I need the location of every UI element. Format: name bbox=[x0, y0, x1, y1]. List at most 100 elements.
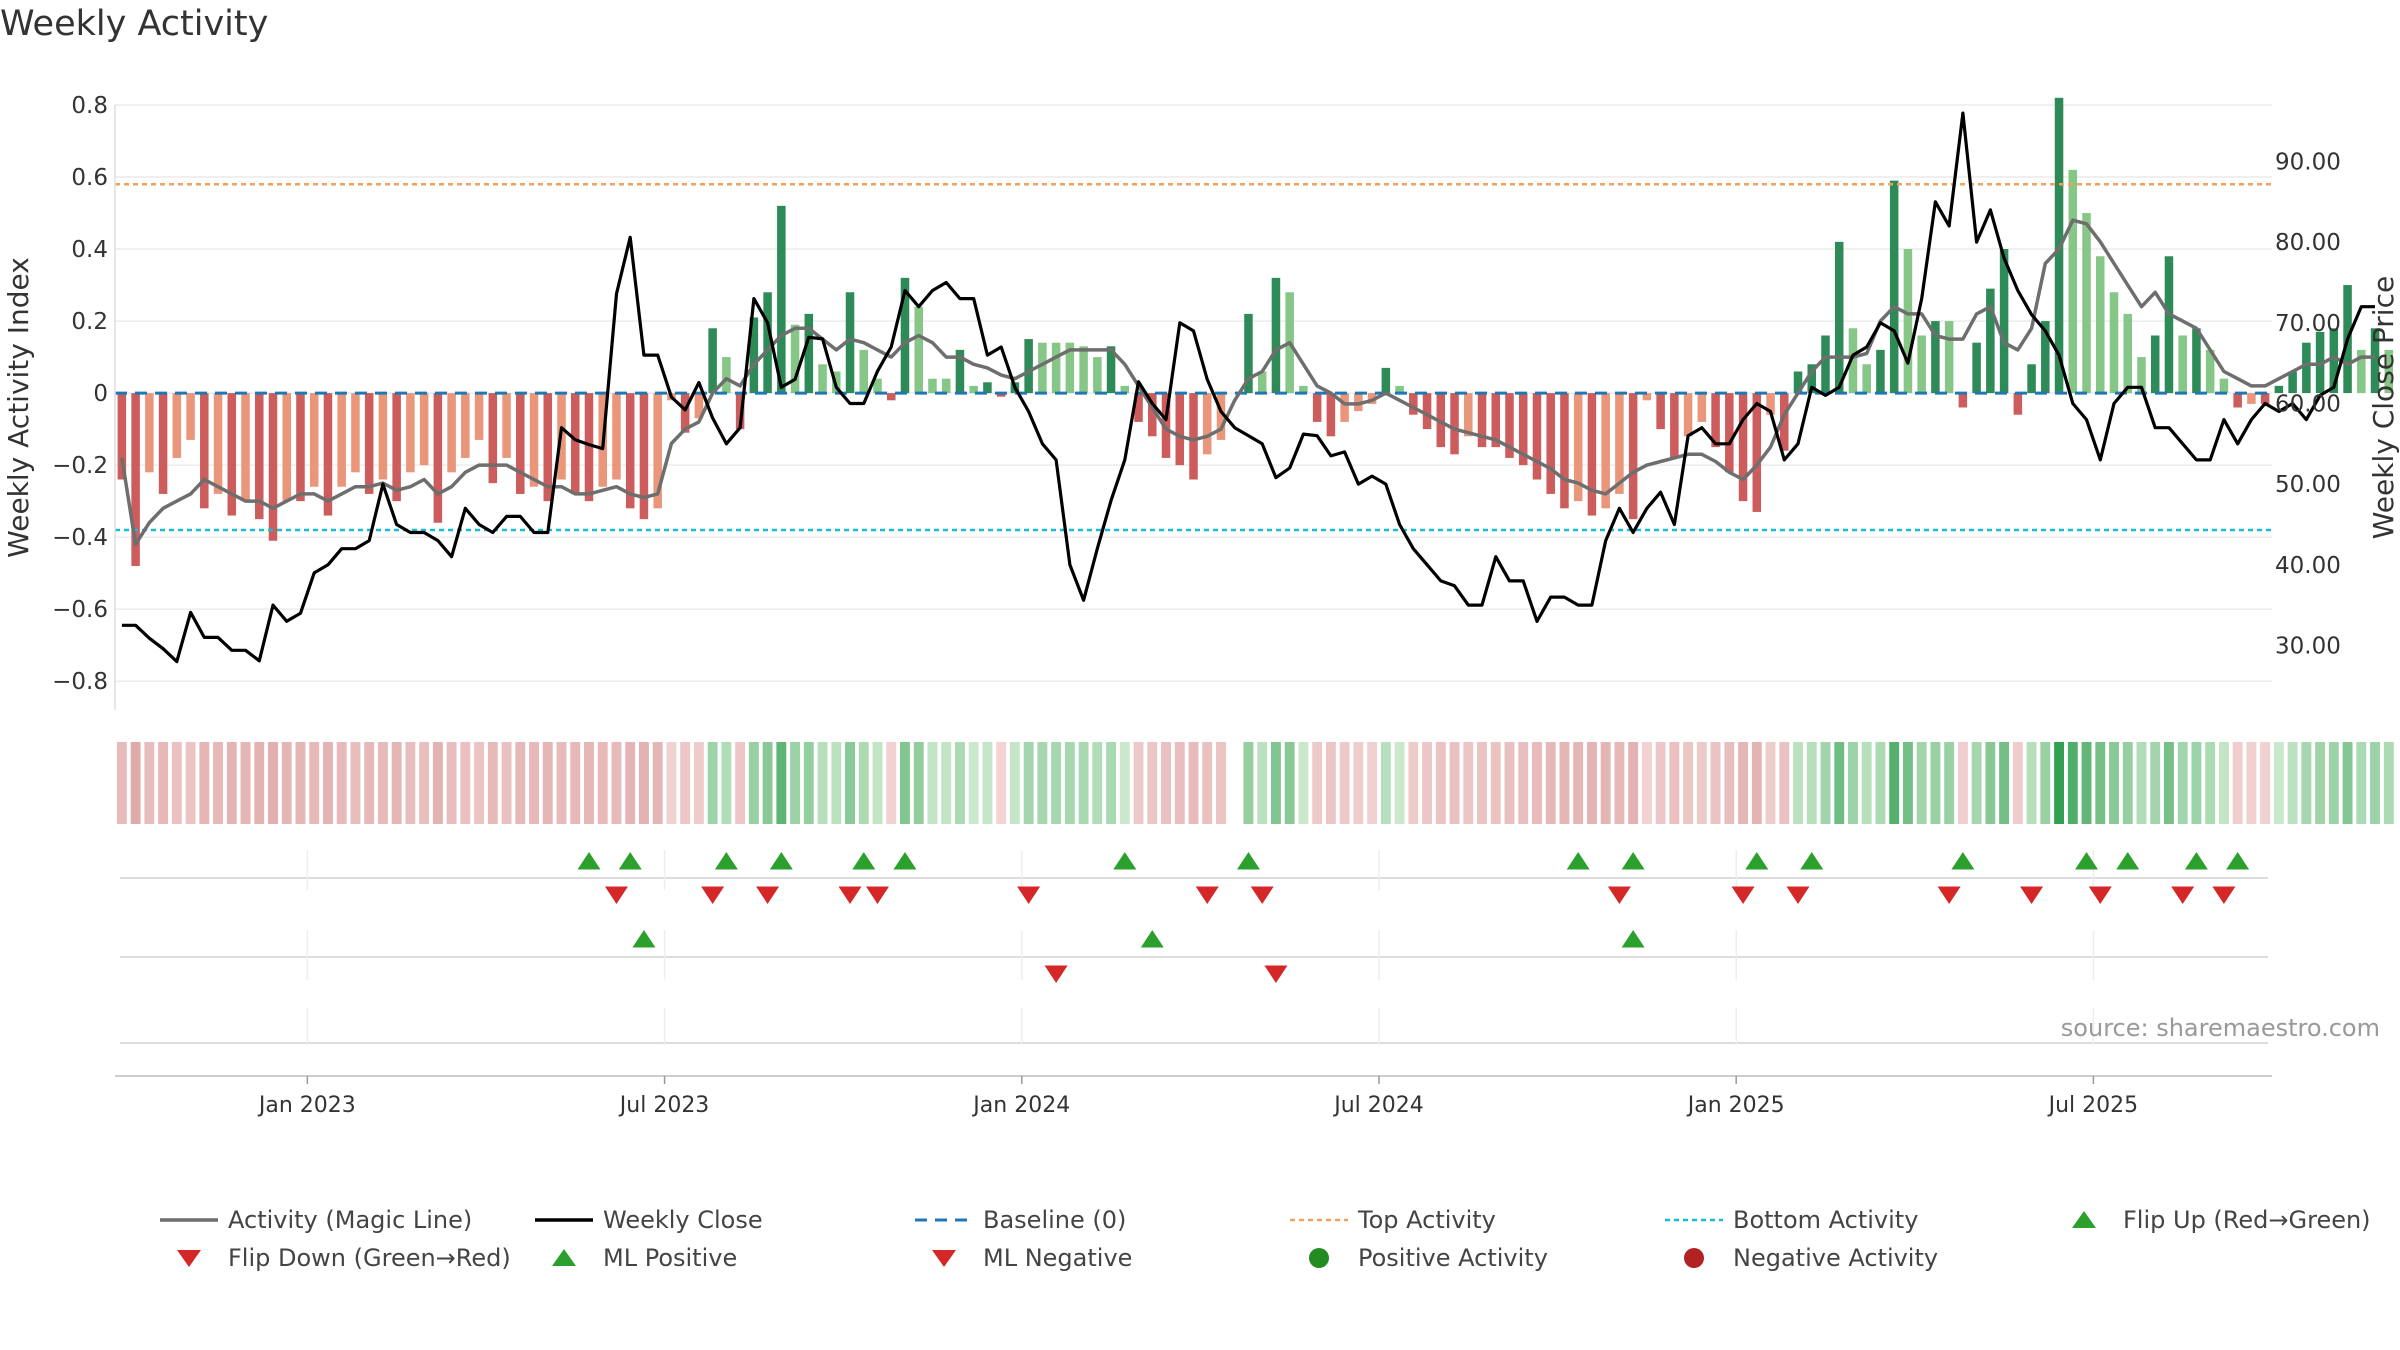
activity-bar bbox=[1560, 393, 1569, 509]
activity-bar bbox=[474, 393, 484, 440]
heat-cell bbox=[2301, 742, 2312, 824]
heat-cell bbox=[1641, 742, 1652, 824]
legend-label: ML Positive bbox=[603, 1244, 738, 1272]
activity-bar bbox=[983, 382, 992, 394]
activity-bar bbox=[1711, 393, 1720, 448]
heat-cell bbox=[776, 742, 787, 824]
heat-cell bbox=[1202, 742, 1213, 824]
heat-cell bbox=[584, 742, 594, 824]
legend-item-pospt: Positive Activity bbox=[1290, 1243, 1548, 1273]
activity-bar bbox=[406, 393, 415, 473]
activity-bar bbox=[1409, 393, 1418, 415]
activity-bar bbox=[1134, 393, 1143, 422]
activity-bar bbox=[1876, 349, 1885, 394]
activity-bars bbox=[117, 97, 2394, 566]
legend-item-magic: Activity (Magic Line) bbox=[160, 1205, 472, 1235]
magic-legend-swatch bbox=[160, 1218, 218, 1222]
flip-down-marker bbox=[1017, 886, 1041, 904]
activity-bar bbox=[2219, 378, 2229, 394]
activity-bar bbox=[2041, 321, 2050, 394]
pospt-legend-swatch bbox=[1309, 1248, 1329, 1268]
heat-cell bbox=[1394, 742, 1405, 824]
activity-bar bbox=[1120, 385, 1130, 394]
signal-markers bbox=[577, 852, 2250, 983]
flip-up-marker bbox=[852, 852, 876, 870]
heat-cell bbox=[2383, 742, 2394, 824]
x-tick-label: Jul 2025 bbox=[2047, 1093, 2139, 1118]
activity-bar bbox=[1148, 393, 1157, 437]
activity-bar bbox=[309, 393, 319, 487]
heat-cell bbox=[295, 742, 306, 824]
heat-cell bbox=[116, 742, 127, 824]
heat-cell bbox=[281, 742, 292, 824]
activity-bar bbox=[447, 393, 456, 473]
heat-cell bbox=[2040, 742, 2051, 824]
activity-bar bbox=[1862, 364, 1871, 394]
legend-item-mlneg: ML Negative bbox=[915, 1243, 1132, 1273]
y-tick-label: 0.6 bbox=[71, 165, 108, 191]
heat-cell bbox=[968, 742, 979, 824]
activity-bar bbox=[1093, 357, 1102, 394]
activity-bar bbox=[1780, 393, 1789, 451]
weekly-close-line bbox=[121, 111, 2375, 664]
activity-bar bbox=[818, 364, 827, 394]
heat-cell bbox=[2287, 742, 2298, 824]
activity-bar bbox=[1106, 346, 1116, 394]
heat-cell bbox=[1985, 742, 1996, 824]
legend-item-mlpos: ML Positive bbox=[535, 1243, 737, 1273]
legend-label: Top Activity bbox=[1358, 1206, 1496, 1234]
activity-bar bbox=[1024, 339, 1033, 394]
heat-cell bbox=[1339, 742, 1350, 824]
activity-bar bbox=[1381, 367, 1391, 394]
heat-cell bbox=[2273, 742, 2284, 824]
heat-cell bbox=[1944, 742, 1955, 824]
heat-cell bbox=[996, 742, 1007, 824]
x-tick-label: Jan 2024 bbox=[971, 1093, 1070, 1118]
activity-bar bbox=[1615, 393, 1624, 494]
activity-bar bbox=[2137, 357, 2146, 394]
heat-cell bbox=[1751, 742, 1762, 824]
heat-cell bbox=[1119, 742, 1130, 824]
heat-cell bbox=[721, 742, 732, 824]
heat-cell bbox=[872, 742, 883, 824]
heat-cell bbox=[1147, 742, 1158, 824]
heat-cell bbox=[1696, 742, 1707, 824]
activity-bar bbox=[2329, 328, 2339, 394]
activity-bar bbox=[2357, 349, 2366, 394]
heat-cell bbox=[1806, 742, 1817, 824]
heat-cell bbox=[858, 742, 869, 824]
activity-bar bbox=[1917, 335, 1926, 394]
activity-bar bbox=[2096, 256, 2105, 394]
activity-bar bbox=[763, 292, 772, 394]
legend-label: Weekly Close bbox=[603, 1206, 763, 1234]
heat-cell bbox=[1106, 742, 1117, 824]
ml-negative-marker bbox=[1044, 965, 1068, 983]
heat-cell bbox=[487, 742, 498, 824]
legend-item-close: Weekly Close bbox=[535, 1205, 763, 1235]
flip-down-marker bbox=[1607, 886, 1631, 904]
activity-bar bbox=[419, 393, 429, 466]
heat-cell bbox=[1353, 742, 1364, 824]
heat-cell bbox=[1930, 742, 1941, 824]
y-axis-title: Weekly Activity Index bbox=[2, 257, 35, 558]
heat-cell bbox=[1463, 742, 1474, 824]
flip-up-marker bbox=[893, 852, 917, 870]
mlneg-legend-swatch bbox=[932, 1250, 956, 1267]
heat-cell bbox=[900, 742, 910, 824]
flip-up-marker bbox=[2226, 852, 2250, 870]
activity-bar bbox=[1450, 393, 1459, 455]
heat-cell bbox=[529, 742, 539, 824]
activity-bar bbox=[2013, 393, 2023, 415]
activity-bar bbox=[323, 393, 333, 516]
activity-bar bbox=[1477, 393, 1487, 448]
activity-bar bbox=[2302, 342, 2311, 394]
activity-bar bbox=[1326, 393, 1336, 437]
heat-cell bbox=[474, 742, 485, 824]
flip-down-marker bbox=[1786, 886, 1810, 904]
heat-cell bbox=[226, 742, 237, 824]
heat-cell bbox=[2260, 742, 2271, 824]
heat-cell bbox=[130, 742, 141, 824]
heat-cell bbox=[515, 742, 526, 824]
heat-cell bbox=[2218, 742, 2229, 824]
heat-cell bbox=[1669, 742, 1680, 824]
